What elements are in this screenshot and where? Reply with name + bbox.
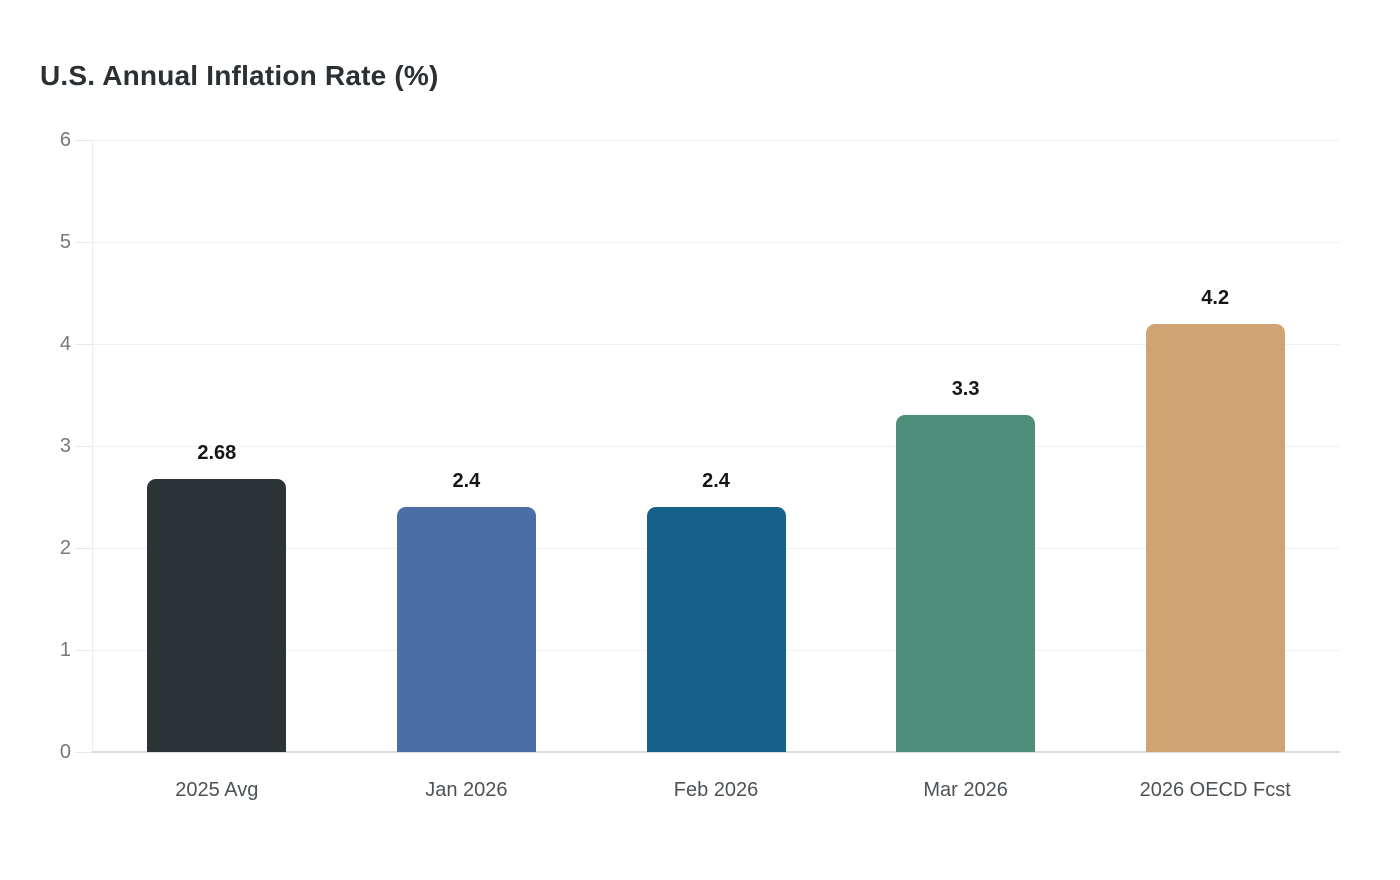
y-axis-tick-label: 1: [59, 639, 71, 661]
bar-value-label: 2.4: [452, 470, 481, 493]
bar-value-label: 4.2: [1201, 286, 1230, 309]
y-tick-mark-4: [75, 344, 92, 345]
x-axis-tick-label: Mar 2026: [923, 779, 1008, 801]
bar-value-label: 2.4: [702, 470, 730, 493]
gridline-y-3: [92, 446, 1340, 447]
bar-mar-2026: [896, 415, 1036, 752]
bar-value-label: 2.68: [197, 441, 237, 464]
y-axis-tick-label: 5: [59, 231, 71, 253]
x-axis-tick-label: 2025 Avg: [175, 779, 259, 801]
y-axis-tick-label: 4: [59, 333, 71, 355]
bar-jan-2026: [396, 507, 536, 752]
y-tick-mark-3: [75, 446, 92, 447]
x-axis-tick-label: Jan 2026: [425, 779, 508, 801]
y-tick-mark-5: [75, 242, 92, 243]
bar-feb-2026: [646, 507, 786, 752]
y-axis-tick-label: 0: [59, 741, 71, 763]
chart-title: U.S. Annual Inflation Rate (%): [40, 60, 439, 91]
y-axis-tick-label: 2: [59, 537, 71, 559]
gridline-y-0: [92, 751, 1340, 753]
y-tick-mark-2: [75, 548, 92, 549]
bar-2025-avg: [147, 478, 287, 752]
x-axis-tick-label: 2026 OECD Fcst: [1139, 779, 1291, 801]
gridline-y-5: [92, 242, 1340, 243]
y-axis-tick-label: 3: [59, 435, 71, 457]
bar-2026-oecd-fcst: [1145, 323, 1285, 752]
y-tick-mark-6: [75, 140, 92, 141]
y-axis-tick-label: 6: [59, 129, 71, 151]
gridline-y-6: [92, 140, 1340, 141]
x-axis-tick-label: Feb 2026: [673, 779, 759, 801]
y-tick-mark-1: [75, 650, 92, 651]
gridline-y-4: [92, 344, 1340, 345]
plot-area: 0 1 2 3 4 5 6 2.68 2025 Avg 2.4 Jan 2026 2.4 Feb 202…: [60, 130, 1340, 800]
y-tick-mark-0: [75, 752, 92, 753]
bar-value-label: 3.3: [951, 378, 980, 401]
